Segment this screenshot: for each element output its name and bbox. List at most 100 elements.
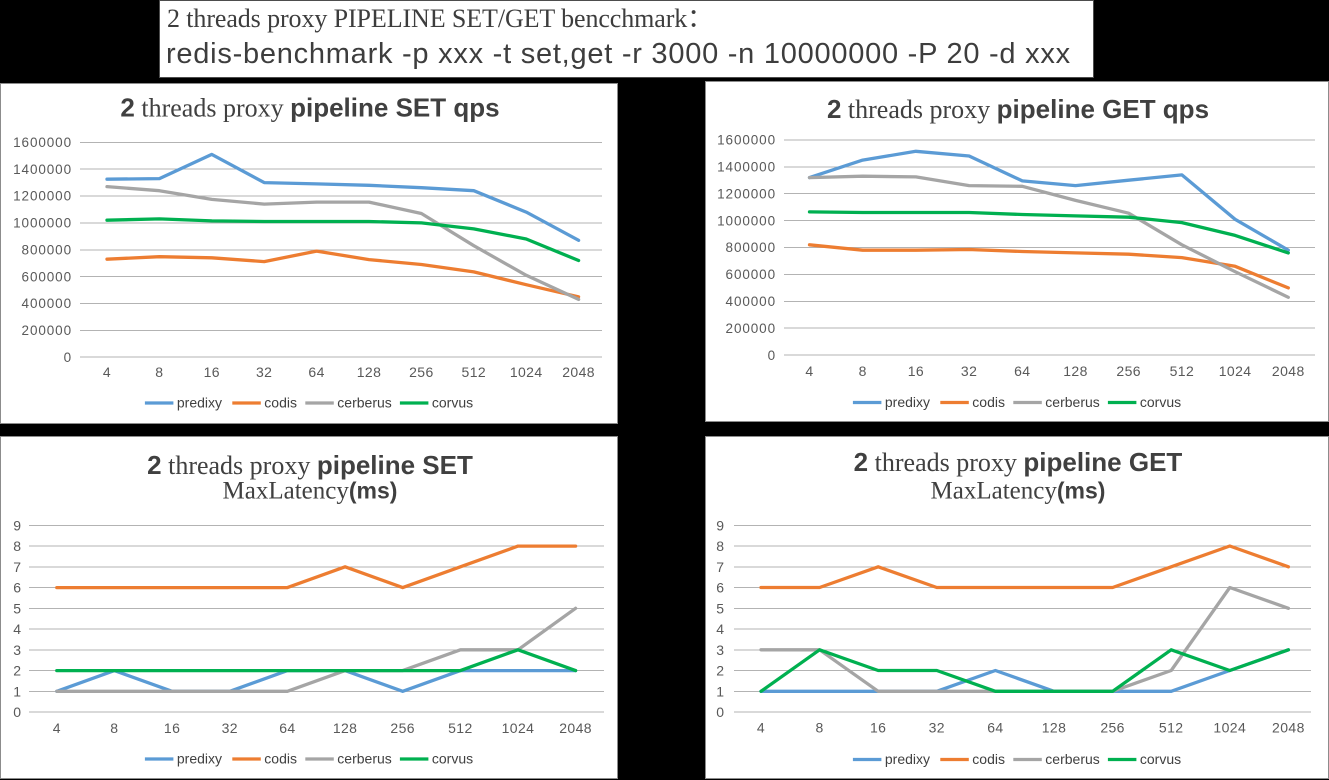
svg-text:1000000: 1000000: [13, 216, 72, 231]
svg-text:1200000: 1200000: [717, 186, 776, 201]
svg-text:0: 0: [64, 350, 72, 365]
svg-text:32: 32: [929, 720, 945, 736]
svg-text:2048: 2048: [559, 720, 592, 736]
svg-text:16: 16: [908, 363, 924, 379]
svg-text:4: 4: [805, 363, 813, 379]
svg-text:2 threads proxy pipeline SET q: 2 threads proxy pipeline SET qps: [120, 93, 499, 123]
svg-text:3: 3: [13, 642, 21, 658]
svg-text:8: 8: [816, 720, 824, 736]
svg-text:1024: 1024: [1219, 363, 1252, 379]
svg-text:2048: 2048: [1272, 363, 1305, 379]
svg-text:corvus: corvus: [432, 750, 473, 766]
svg-text:cerberus: cerberus: [1045, 751, 1099, 767]
svg-text:1600000: 1600000: [13, 135, 72, 150]
svg-text:256: 256: [1116, 363, 1141, 379]
svg-text:predixy: predixy: [177, 750, 222, 766]
svg-text:3: 3: [716, 642, 724, 658]
svg-text:8: 8: [859, 363, 867, 379]
svg-text:1024: 1024: [510, 364, 543, 380]
svg-text:8: 8: [110, 720, 118, 736]
svg-text:16: 16: [164, 720, 180, 736]
svg-text:2 threads proxy pipeline SET: 2 threads proxy pipeline SET: [147, 450, 473, 480]
svg-text:64: 64: [279, 720, 295, 736]
svg-text:32: 32: [222, 720, 238, 736]
svg-text:predixy: predixy: [177, 394, 222, 410]
svg-text:256: 256: [390, 720, 415, 736]
svg-text:6: 6: [13, 580, 21, 596]
svg-text:1: 1: [13, 683, 21, 699]
svg-text:128: 128: [357, 364, 382, 380]
svg-text:9: 9: [716, 517, 724, 533]
svg-text:16: 16: [204, 364, 220, 380]
svg-text:MaxLatency(ms): MaxLatency(ms): [223, 478, 398, 505]
svg-text:512: 512: [1170, 363, 1195, 379]
svg-text:1024: 1024: [502, 720, 535, 736]
svg-text:4: 4: [757, 720, 765, 736]
svg-text:codis: codis: [972, 394, 1005, 410]
svg-text:5: 5: [13, 600, 21, 616]
svg-text:6: 6: [716, 580, 724, 596]
svg-text:2 threads proxy pipeline GET: 2 threads proxy pipeline GET: [854, 447, 1183, 477]
svg-text:4: 4: [13, 621, 21, 637]
svg-text:32: 32: [961, 363, 977, 379]
svg-text:1400000: 1400000: [717, 160, 776, 175]
svg-text:800000: 800000: [726, 240, 776, 255]
svg-text:4: 4: [716, 621, 724, 637]
svg-text:codis: codis: [972, 751, 1005, 767]
svg-text:7: 7: [13, 559, 21, 575]
svg-text:0: 0: [716, 704, 724, 720]
svg-text:cerberus: cerberus: [337, 750, 391, 766]
svg-text:corvus: corvus: [1140, 751, 1181, 767]
svg-text:256: 256: [409, 364, 434, 380]
svg-text:512: 512: [462, 364, 487, 380]
svg-text:32: 32: [256, 364, 272, 380]
svg-text:2: 2: [716, 663, 724, 679]
svg-text:predixy: predixy: [885, 394, 930, 410]
svg-text:2048: 2048: [1272, 720, 1305, 736]
svg-text:16: 16: [870, 720, 886, 736]
svg-text:4: 4: [53, 720, 61, 736]
svg-text:2 threads proxy pipeline GET q: 2 threads proxy pipeline GET qps: [827, 94, 1209, 124]
svg-text:1000000: 1000000: [717, 213, 776, 228]
svg-text:cerberus: cerberus: [1045, 394, 1099, 410]
svg-text:600000: 600000: [22, 269, 72, 284]
svg-text:512: 512: [1159, 720, 1184, 736]
svg-text:800000: 800000: [22, 242, 72, 257]
svg-text:128: 128: [333, 720, 358, 736]
svg-text:1400000: 1400000: [13, 162, 72, 177]
svg-text:8: 8: [13, 538, 21, 554]
svg-text:cerberus: cerberus: [337, 394, 391, 410]
svg-text:0: 0: [13, 704, 21, 720]
svg-text:predixy: predixy: [885, 751, 930, 767]
svg-text:corvus: corvus: [432, 394, 473, 410]
svg-text:codis: codis: [264, 394, 297, 410]
svg-text:128: 128: [1063, 363, 1088, 379]
svg-text:200000: 200000: [22, 323, 72, 338]
svg-text:1024: 1024: [1213, 720, 1246, 736]
svg-text:256: 256: [1100, 720, 1125, 736]
svg-text:400000: 400000: [726, 294, 776, 309]
svg-text:2048: 2048: [562, 364, 595, 380]
svg-text:5: 5: [716, 600, 724, 616]
svg-text:4: 4: [103, 364, 111, 380]
svg-text:9: 9: [13, 517, 21, 533]
svg-text:1: 1: [716, 683, 724, 699]
svg-text:400000: 400000: [22, 296, 72, 311]
svg-text:64: 64: [1014, 363, 1030, 379]
svg-text:2: 2: [13, 663, 21, 679]
svg-text:64: 64: [987, 720, 1003, 736]
svg-text:8: 8: [155, 364, 163, 380]
svg-text:200000: 200000: [726, 321, 776, 336]
svg-text:7: 7: [716, 559, 724, 575]
svg-text:codis: codis: [264, 750, 297, 766]
svg-text:corvus: corvus: [1140, 394, 1181, 410]
svg-text:MaxLatency(ms): MaxLatency(ms): [931, 478, 1106, 505]
svg-text:1200000: 1200000: [13, 189, 72, 204]
svg-text:512: 512: [448, 720, 473, 736]
svg-text:64: 64: [308, 364, 324, 380]
svg-text:600000: 600000: [726, 267, 776, 282]
svg-text:1600000: 1600000: [717, 133, 776, 148]
svg-text:8: 8: [716, 538, 724, 554]
svg-text:0: 0: [768, 348, 776, 363]
svg-text:128: 128: [1042, 720, 1067, 736]
